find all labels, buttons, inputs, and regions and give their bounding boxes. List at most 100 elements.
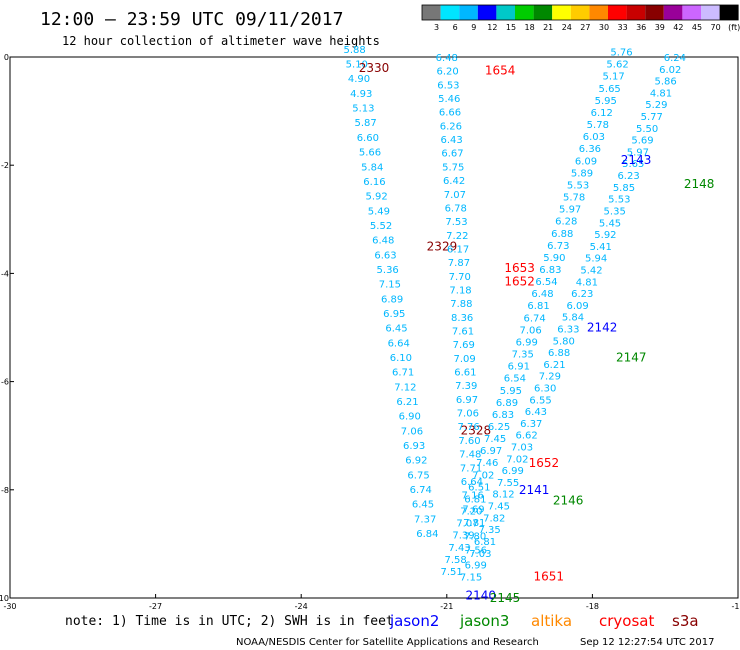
wave-height-value: 7.15 — [460, 572, 482, 583]
wave-height-value: 6.51 — [468, 482, 490, 493]
colorbar-tick-label: 27 — [580, 23, 590, 32]
wave-height-value: 6.12 — [591, 108, 613, 119]
wave-height-value: 7.69 — [453, 340, 475, 351]
time-label: 2143 — [621, 153, 652, 167]
wave-height-value: 6.66 — [439, 108, 461, 119]
wave-height-value: 5.92 — [594, 230, 616, 241]
colorbar-swatch — [719, 5, 739, 20]
wave-height-value: 7.03 — [469, 549, 491, 560]
time-label: 2146 — [553, 494, 584, 508]
wave-height-value: 5.65 — [599, 84, 621, 95]
wave-height-value: 6.24 — [664, 53, 686, 64]
time-label: 2330 — [359, 61, 390, 75]
wave-height-value: 6.78 — [445, 203, 467, 214]
wave-height-value: 6.53 — [437, 80, 459, 91]
colorbar-tick-label: 6 — [453, 23, 458, 32]
note-prefix: note: — [65, 614, 104, 629]
wave-height-value: 7.02 — [506, 454, 528, 465]
wave-height-value: 6.73 — [547, 241, 569, 252]
colorbar-swatch — [533, 5, 553, 20]
wave-height-value: 6.37 — [520, 419, 542, 430]
wave-height-value: 6.64 — [388, 338, 410, 349]
wave-height-value: 7.09 — [453, 354, 475, 365]
wave-height-value: 5.85 — [613, 183, 635, 194]
colorbar-swatch — [496, 5, 515, 20]
colorbar-border — [421, 4, 739, 21]
wave-height-value: 7.88 — [450, 299, 472, 310]
wave-height-value: 7.35 — [512, 350, 534, 361]
wave-height-value: 6.75 — [407, 470, 429, 481]
wave-height-value: 8.36 — [451, 313, 473, 324]
colorbar-tick-label: 36 — [636, 23, 646, 32]
wave-height-value: 6.81 — [527, 301, 549, 312]
wave-height-value: 6.99 — [502, 466, 524, 477]
time-label: 2328 — [461, 423, 492, 437]
track-jason2: 6.246.025.864.815.295.775.505.695.975.65… — [460, 53, 686, 602]
colorbar-swatch — [440, 5, 460, 20]
wave-height-value: 6.97 — [456, 395, 478, 406]
wave-height-value: 6.42 — [443, 176, 465, 187]
track-jason3: 5.765.625.175.655.956.125.786.036.366.09… — [441, 48, 715, 605]
chart-subtitle: 12 hour collection of altimeter wave hei… — [62, 34, 380, 48]
x-tick-label: -15 — [731, 602, 740, 611]
wave-height-value: 5.41 — [590, 242, 612, 253]
wave-height-value: 5.94 — [585, 254, 607, 265]
wave-height-value: 5.49 — [368, 206, 390, 217]
wave-height-value: 6.88 — [551, 229, 573, 240]
wave-height-value: 7.61 — [452, 327, 474, 338]
wave-height-value: 6.74 — [410, 485, 432, 496]
y-tick-label: 0 — [4, 53, 9, 62]
time-label: 2140 — [465, 588, 496, 602]
colorbar-tick-label: (ft) — [728, 23, 740, 32]
colorbar-swatch — [608, 5, 627, 20]
wave-height-value: 7.80 — [464, 532, 486, 543]
wave-height-value: 6.97 — [480, 446, 502, 457]
colorbar-tick-label: 3 — [434, 23, 439, 32]
wave-height-value: 7.81 — [463, 518, 485, 529]
wave-height-value: 6.30 — [534, 384, 556, 395]
time-label: 1652 — [529, 456, 560, 470]
wave-height-value: 5.13 — [352, 104, 374, 115]
colorbar: 3 6 9 12 15 18 21 24 27 30 33 36 39 42 45 70 (ft) — [421, 4, 740, 32]
plot-frame — [9, 56, 739, 599]
wave-height-value: 6.83 — [539, 265, 561, 276]
colorbar-tick-label: 18 — [525, 23, 535, 32]
wave-height-value: 6.81 — [464, 494, 486, 505]
wave-height-value: 5.84 — [361, 162, 383, 173]
wave-height-value: 6.17 — [447, 244, 469, 255]
legend-item-cryosat: cryosat — [599, 612, 654, 630]
wave-height-value: 6.61 — [454, 368, 476, 379]
wave-height-value: 7.03 — [511, 443, 533, 454]
chart-title: 12:00 — 23:59 UTC 09/11/2017 — [40, 9, 343, 30]
wave-height-value: 6.81 — [474, 537, 496, 548]
wave-height-value: 6.67 — [441, 149, 463, 160]
wave-height-value: 7.06 — [401, 426, 423, 437]
wave-height-value: 5.53 — [608, 195, 630, 206]
wave-height-value: 5.78 — [587, 120, 609, 131]
wave-height-value: 7.06 — [520, 325, 542, 336]
wave-height-value: 6.93 — [403, 441, 425, 452]
wave-height-value: 6.54 — [535, 277, 557, 288]
wave-height-value: 7.56 — [465, 545, 487, 556]
wave-height-value: 5.53 — [567, 180, 589, 191]
wave-height-value: 7.45 — [484, 434, 506, 445]
x-tick-label: -30 — [3, 602, 16, 611]
wave-height-value: 6.99 — [465, 561, 487, 572]
wave-height-value: 7.37 — [414, 514, 436, 525]
wave-height-value: 7.18 — [449, 285, 471, 296]
wave-height-value: 6.09 — [575, 156, 597, 167]
wave-height-value: 6.48 — [372, 236, 394, 247]
wave-height-value: 7.69 — [462, 504, 484, 515]
time-label: 2148 — [684, 177, 715, 191]
footer-credit: NOAA/NESDIS Center for Satellite Applica… — [236, 637, 539, 648]
time-label: 2142 — [587, 321, 618, 335]
wave-height-value: 5.86 — [655, 77, 677, 88]
wave-height-value: 6.45 — [412, 500, 434, 511]
wave-height-value: 6.62 — [516, 431, 538, 442]
wave-height-value: 6.99 — [516, 337, 538, 348]
time-label: 1652 — [504, 275, 535, 289]
y-tick-label: -6 — [1, 378, 9, 387]
wave-height-value: 5.50 — [636, 124, 658, 135]
wave-height-value: 5.97 — [627, 147, 649, 158]
time-label: 1653 — [504, 261, 535, 275]
